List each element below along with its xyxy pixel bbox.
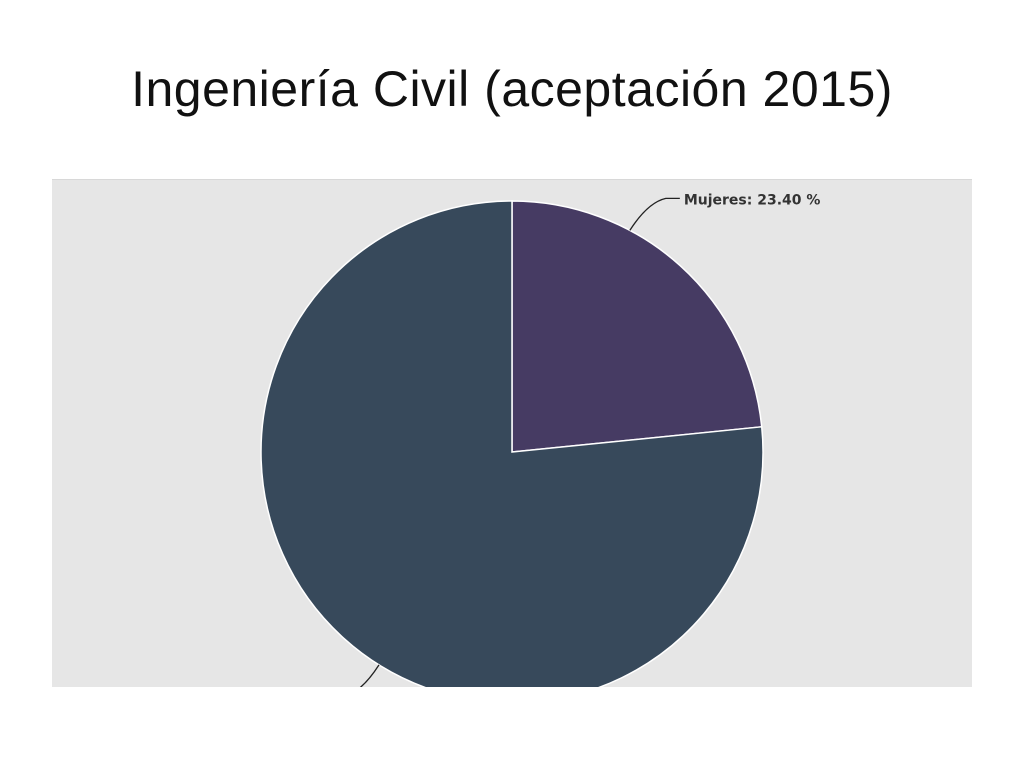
pie-label-mujeres: Mujeres: 23.40 % — [684, 192, 821, 208]
slide-title: Ingeniería Civil (aceptación 2015) — [131, 61, 893, 117]
pie-chart-panel: Mujeres: 23.40 %Hombres: 76.60 % — [52, 179, 972, 687]
pie-leader-hombres — [359, 664, 380, 687]
pie-slice-hombres — [260, 200, 764, 687]
pie-slice-mujeres — [511, 200, 763, 453]
pie-leader-mujeres — [629, 197, 680, 231]
pie-chart: Mujeres: 23.40 %Hombres: 76.60 % — [260, 192, 821, 687]
